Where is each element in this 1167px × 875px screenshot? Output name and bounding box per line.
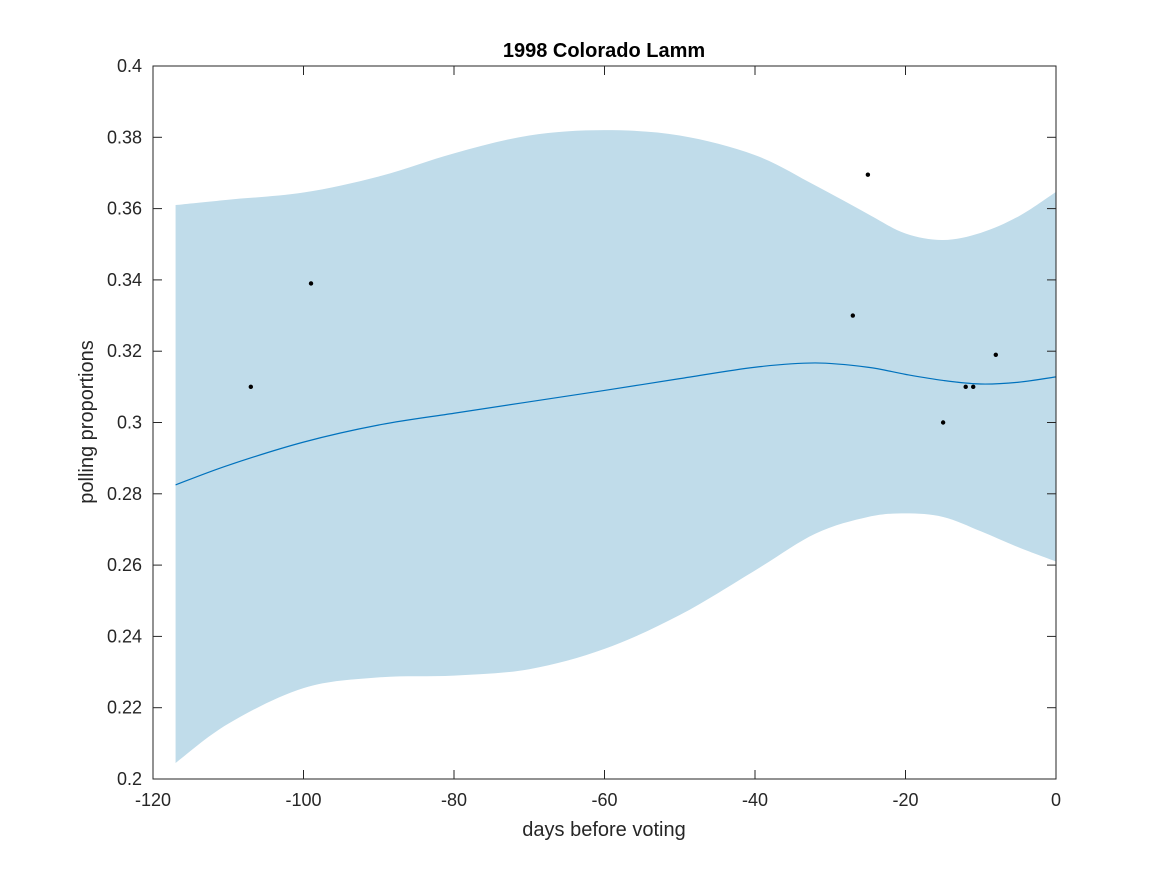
chart-title: 1998 Colorado Lamm (503, 40, 705, 62)
x-tick-label: -80 (441, 790, 467, 810)
confidence-band-layer (175, 130, 1056, 763)
x-axis-ticks: -120 -100 -80 -60 -40 -20 0 (135, 66, 1061, 810)
y-axis-label: polling proportions (76, 340, 98, 503)
x-tick-label: -100 (285, 790, 321, 810)
x-tick-label: -20 (892, 790, 918, 810)
data-points-layer (248, 172, 998, 425)
y-tick-label: 0.36 (107, 199, 142, 219)
data-point (850, 313, 856, 318)
data-point (865, 172, 871, 177)
y-tick-label: 0.24 (107, 626, 142, 646)
y-tick-label: 0.32 (107, 341, 142, 361)
y-tick-label: 0.3 (117, 413, 142, 433)
y-tick-label: 0.4 (117, 56, 142, 76)
x-tick-label: 0 (1051, 790, 1061, 810)
y-tick-label: 0.22 (107, 698, 142, 718)
data-point (993, 352, 998, 357)
y-tick-label: 0.28 (107, 484, 142, 504)
data-point (308, 281, 314, 286)
y-tick-label: 0.38 (107, 127, 142, 147)
x-tick-label: -40 (742, 790, 768, 810)
x-tick-label: -120 (135, 790, 171, 810)
y-axis-ticks: 0.2 0.22 0.24 0.26 0.28 0.3 0.32 0.34 0.36 0.38 0.… (107, 56, 1056, 789)
y-tick-label: 0.34 (107, 270, 142, 290)
x-axis-label: days before voting (522, 819, 685, 841)
trend-line-layer (175, 362, 1057, 486)
data-point (248, 384, 254, 390)
data-point (971, 384, 976, 390)
confidence-band (175, 130, 1056, 763)
y-tick-label: 0.26 (107, 555, 142, 575)
y-tick-label: 0.2 (117, 769, 142, 789)
trend-line (175, 362, 1057, 486)
x-tick-label: -60 (591, 790, 617, 810)
data-point (963, 384, 968, 390)
data-point (940, 420, 946, 425)
